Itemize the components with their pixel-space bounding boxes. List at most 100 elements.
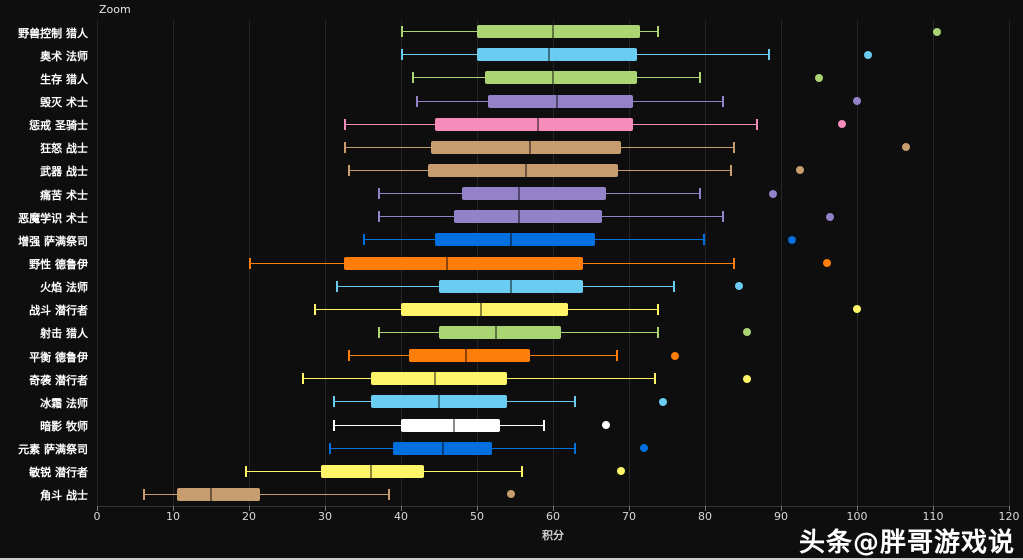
- x-tick-label: 30: [318, 510, 332, 523]
- median-line: [438, 395, 440, 409]
- whisker-cap-high: [733, 141, 736, 153]
- outlier-point[interactable]: [769, 189, 778, 198]
- whisker-cap-low: [363, 234, 365, 246]
- whisker-cap-low: [332, 396, 335, 408]
- outlier-point[interactable]: [742, 328, 751, 337]
- outlier-point[interactable]: [902, 143, 911, 152]
- median-line: [510, 233, 513, 247]
- whisker-cap-low: [401, 26, 403, 38]
- boxplot-box[interactable]: [484, 71, 637, 85]
- category-label: 暗影 牧师: [40, 420, 88, 433]
- category-label: 恶魔学识 术士: [18, 211, 88, 225]
- boxplot-box[interactable]: [477, 25, 641, 39]
- x-axis-title: 积分: [542, 529, 564, 542]
- whisker-cap-high: [722, 95, 724, 107]
- boxplot-box[interactable]: [435, 117, 633, 131]
- whisker-cap-low: [302, 373, 305, 385]
- whisker-cap-high: [756, 118, 759, 130]
- outlier-point[interactable]: [602, 421, 611, 429]
- outlier-point[interactable]: [932, 27, 941, 36]
- boxplot-box[interactable]: [435, 233, 595, 247]
- category-label: 武器 战士: [40, 165, 88, 179]
- tick-mark: [553, 506, 554, 511]
- whisker-cap-high: [703, 234, 705, 246]
- outlier-point[interactable]: [670, 351, 679, 360]
- boxplot-box[interactable]: [454, 210, 603, 224]
- category-label: 狂怒 战士: [40, 142, 88, 156]
- outlier-point[interactable]: [837, 120, 846, 129]
- category-label: 元素 萨满祭司: [18, 443, 88, 457]
- x-tick-label: 70: [622, 510, 636, 523]
- boxplot-box[interactable]: [370, 372, 508, 386]
- category-label: 射击 猎人: [40, 327, 88, 341]
- whisker-cap-low: [332, 419, 335, 431]
- category-label: 奇袭 潜行者: [29, 373, 88, 387]
- boxplot-box[interactable]: [176, 487, 261, 501]
- gridline: [933, 20, 934, 506]
- outlier-point[interactable]: [815, 73, 823, 82]
- boxplot-box[interactable]: [393, 441, 493, 455]
- median-line: [445, 256, 448, 270]
- plot-area[interactable]: [97, 20, 1010, 506]
- x-tick-label: 90: [774, 510, 788, 523]
- whisker-cap-low: [347, 164, 350, 176]
- boxplot-box[interactable]: [321, 464, 424, 478]
- outlier-point[interactable]: [742, 374, 751, 383]
- outlier-point[interactable]: [640, 444, 649, 453]
- outlier-point[interactable]: [735, 282, 744, 291]
- x-tick-label: 20: [242, 510, 256, 523]
- tick-mark: [249, 506, 250, 511]
- outlier-point[interactable]: [822, 259, 831, 267]
- tick-mark: [857, 506, 858, 511]
- boxplot-box[interactable]: [427, 163, 618, 177]
- boxplot-box[interactable]: [401, 302, 569, 316]
- whisker-cap-high: [699, 72, 702, 84]
- outlier-point[interactable]: [617, 467, 626, 476]
- tick-mark: [97, 506, 98, 511]
- category-label: 野性 德鲁伊: [29, 258, 88, 271]
- boxplot-box[interactable]: [344, 256, 584, 270]
- whisker-cap-low: [142, 488, 145, 500]
- tick-mark: [477, 506, 478, 511]
- median-line: [536, 117, 539, 131]
- boxplot-box[interactable]: [401, 418, 500, 432]
- tick-mark: [1009, 506, 1010, 511]
- boxplot-box[interactable]: [488, 94, 633, 108]
- boxplot-box[interactable]: [439, 279, 584, 293]
- outlier-point[interactable]: [864, 50, 873, 59]
- category-label: 惩戒 圣骑士: [29, 119, 88, 133]
- whisker-cap-high: [767, 49, 770, 61]
- category-label: 角斗 战士: [40, 489, 88, 503]
- x-tick-label: 100: [846, 510, 868, 523]
- outlier-point[interactable]: [796, 166, 804, 175]
- boxplot-box[interactable]: [370, 395, 508, 409]
- watermark: 头条@胖哥游戏说: [798, 528, 1015, 558]
- x-tick-label: 10: [166, 510, 180, 523]
- whisker-cap-low: [378, 211, 381, 223]
- median-line: [548, 48, 551, 62]
- gridline: [173, 20, 174, 506]
- outlier-point[interactable]: [788, 235, 797, 244]
- x-tick-label: 110: [922, 510, 944, 523]
- outlier-point[interactable]: [853, 97, 861, 105]
- boxplot-box[interactable]: [408, 349, 531, 363]
- median-line: [453, 418, 456, 432]
- boxplot-box[interactable]: [461, 187, 607, 201]
- outlier-point[interactable]: [659, 397, 668, 406]
- tick-mark: [401, 506, 402, 511]
- whisker-cap-low: [401, 49, 403, 61]
- category-label: 增强 萨满祭司: [18, 234, 88, 248]
- median-line: [517, 187, 520, 201]
- boxplot-box[interactable]: [439, 325, 561, 339]
- whisker-cap-high: [657, 303, 660, 315]
- boxplot-box[interactable]: [477, 48, 637, 62]
- whisker-cap-high: [729, 164, 732, 176]
- whisker-cap-high: [657, 326, 660, 338]
- gridline: [857, 20, 858, 506]
- boxplot-box[interactable]: [431, 140, 622, 154]
- outlier-point[interactable]: [826, 212, 835, 221]
- outlier-point[interactable]: [853, 305, 861, 314]
- gridline: [97, 20, 98, 506]
- outlier-point[interactable]: [507, 490, 516, 499]
- category-label: 战斗 潜行者: [29, 304, 88, 318]
